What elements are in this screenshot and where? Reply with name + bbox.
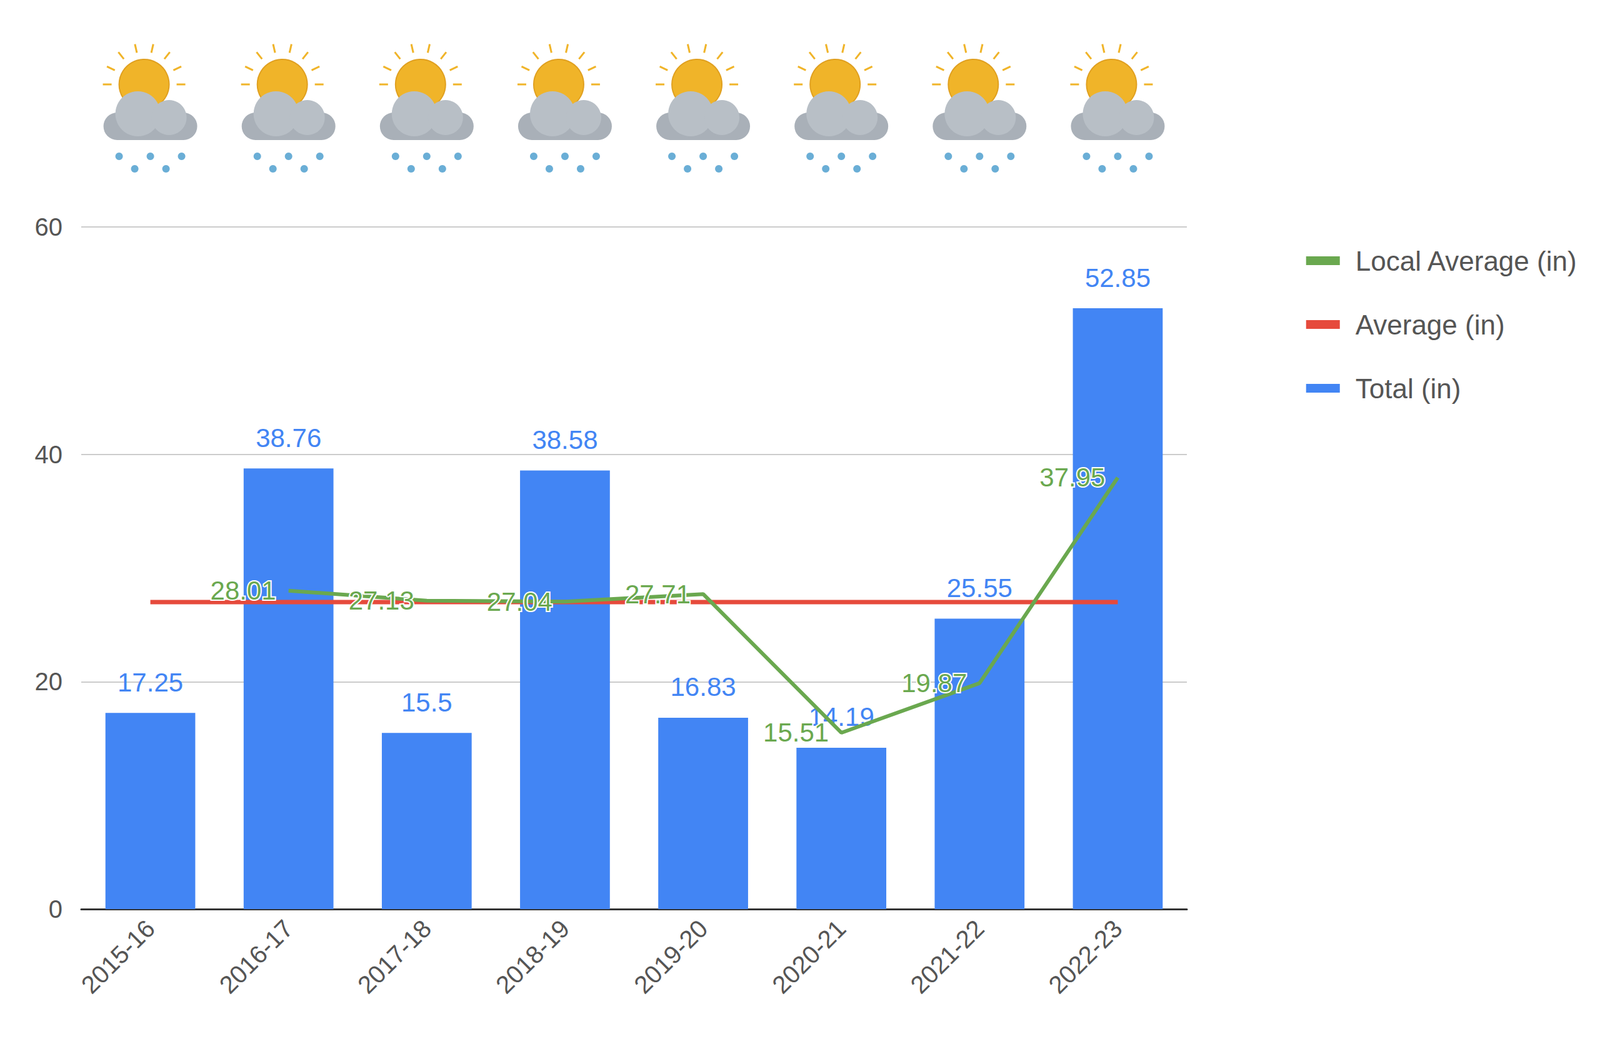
svg-text:27.71: 27.71: [625, 579, 691, 609]
svg-text:2017-18: 2017-18: [351, 913, 437, 999]
svg-text:20: 20: [35, 667, 64, 695]
svg-text:14.19: 14.19: [808, 702, 875, 732]
svg-text:19.87: 19.87: [901, 668, 967, 698]
svg-text:2020-21: 2020-21: [766, 913, 852, 999]
svg-text:52.85: 52.85: [1085, 263, 1151, 293]
svg-text:38.76: 38.76: [255, 423, 322, 453]
svg-text:2016-17: 2016-17: [213, 913, 299, 999]
svg-text:16.83: 16.83: [670, 671, 737, 702]
svg-text:17.25: 17.25: [117, 667, 184, 697]
svg-text:2021-22: 2021-22: [905, 913, 990, 999]
svg-text:27.13: 27.13: [348, 585, 415, 615]
svg-text:15.5: 15.5: [401, 687, 453, 717]
svg-text:2019-20: 2019-20: [628, 913, 714, 999]
svg-text:0: 0: [48, 895, 63, 923]
svg-text:2015-16: 2015-16: [75, 913, 160, 999]
svg-text:2022-23: 2022-23: [1043, 913, 1128, 999]
svg-text:2018-19: 2018-19: [490, 913, 575, 999]
svg-text:60: 60: [35, 213, 64, 241]
svg-text:40: 40: [35, 440, 64, 469]
svg-text:Average (in): Average (in): [1355, 309, 1505, 340]
svg-text:27.04: 27.04: [486, 586, 553, 617]
svg-text:Local Average (in): Local Average (in): [1355, 245, 1577, 277]
svg-text:Total (in): Total (in): [1355, 373, 1462, 404]
svg-text:37.95: 37.95: [1039, 462, 1105, 492]
svg-text:15.51: 15.51: [763, 717, 829, 747]
svg-text:25.55: 25.55: [946, 573, 1013, 603]
svg-text:28.01: 28.01: [210, 575, 277, 605]
svg-text:38.58: 38.58: [531, 425, 598, 455]
